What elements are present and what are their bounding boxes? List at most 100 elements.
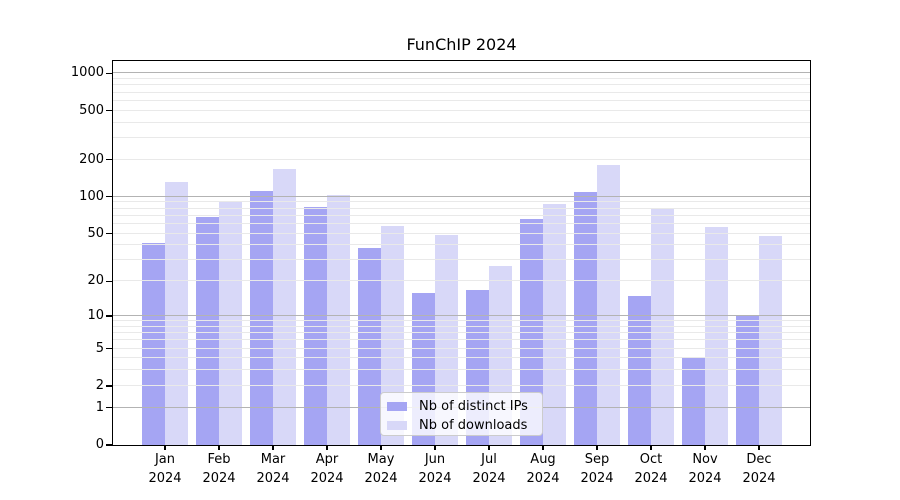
plot-area: [112, 60, 811, 446]
minor-gridline: [113, 332, 810, 334]
y-tick-mark: [106, 196, 113, 198]
x-tick-mark: [542, 445, 544, 450]
x-tick-label-nov: Nov 2024: [688, 452, 722, 486]
minor-gridline: [113, 259, 810, 261]
bar-distinct-ips-aug: [520, 218, 543, 445]
y-tick-label-500: 500: [79, 102, 104, 118]
legend-swatch-distinct-ips: [387, 402, 407, 411]
minor-gridline: [113, 384, 810, 386]
bar-downloads-jan: [165, 181, 188, 445]
minor-gridline: [113, 207, 810, 209]
y-tick-label-1000: 1000: [70, 65, 104, 81]
bar-distinct-ips-mar: [250, 191, 273, 445]
minor-gridline: [113, 222, 810, 224]
minor-gridline: [113, 325, 810, 327]
x-tick-label-jun: Jun 2024: [418, 452, 452, 486]
x-tick-mark: [758, 445, 760, 450]
legend: Nb of distinct IPs Nb of downloads: [380, 392, 543, 436]
minor-gridline: [113, 214, 810, 216]
minor-gridline: [113, 339, 810, 341]
y-tick-label-1: 1: [95, 399, 104, 415]
legend-label: Nb of distinct IPs: [419, 399, 528, 414]
minor-gridline: [113, 158, 810, 160]
legend-label: Nb of downloads: [419, 418, 528, 433]
x-tick-mark: [272, 445, 274, 450]
x-tick-mark: [326, 445, 328, 450]
y-tick-mark: [106, 407, 113, 409]
y-tick-mark: [106, 385, 113, 387]
y-tick-label-200: 200: [79, 151, 104, 167]
y-tick-label-20: 20: [87, 273, 104, 289]
x-tick-mark: [650, 445, 652, 450]
bar-downloads-oct: [651, 209, 674, 445]
minor-gridline: [113, 357, 810, 359]
x-tick-label-sep: Sep 2024: [580, 452, 614, 486]
y-tick-mark: [106, 109, 113, 112]
bar-distinct-ips-dec: [736, 316, 759, 445]
bar-downloads-sep: [597, 165, 620, 445]
minor-gridline: [113, 84, 810, 86]
x-tick-label-apr: Apr 2024: [310, 452, 344, 486]
minor-gridline: [113, 320, 810, 322]
bar-distinct-ips-oct: [628, 295, 651, 445]
y-tick-mark: [106, 232, 113, 235]
major-gridline: [113, 72, 810, 74]
chart-title: FunChIP 2024: [406, 35, 517, 54]
x-tick-mark: [704, 445, 706, 450]
y-tick-label-10: 10: [87, 308, 104, 323]
minor-gridline: [113, 137, 810, 138]
bar-distinct-ips-may: [358, 247, 381, 445]
x-tick-label-jan: Jan 2024: [148, 452, 182, 486]
major-gridline: [113, 195, 810, 197]
y-tick-mark: [106, 348, 113, 350]
x-tick-mark: [218, 445, 220, 450]
minor-gridline: [113, 201, 810, 203]
minor-gridline: [113, 91, 810, 93]
y-tick-mark: [106, 444, 113, 446]
minor-gridline: [113, 347, 810, 349]
x-tick-mark: [596, 445, 598, 450]
y-tick-mark: [106, 315, 113, 317]
legend-swatch-downloads: [387, 421, 407, 430]
x-tick-label-feb: Feb 2024: [202, 452, 236, 486]
x-tick-mark: [164, 445, 166, 450]
x-tick-label-dec: Dec 2024: [742, 452, 776, 486]
y-tick-mark: [106, 159, 113, 161]
y-tick-mark: [106, 280, 113, 282]
y-tick-label-5: 5: [95, 340, 104, 356]
legend-item-distinct-ips: Nb of distinct IPs: [387, 396, 536, 415]
x-tick-label-mar: Mar 2024: [256, 452, 290, 486]
bar-downloads-apr: [327, 195, 350, 445]
x-tick-mark: [488, 445, 490, 450]
x-tick-label-oct: Oct 2024: [634, 452, 668, 486]
x-tick-label-aug: Aug 2024: [526, 452, 560, 486]
minor-gridline: [113, 78, 810, 79]
bar-downloads-mar: [273, 169, 296, 445]
minor-gridline: [113, 280, 810, 282]
bar-distinct-ips-feb: [196, 217, 219, 445]
bar-distinct-ips-sep: [574, 191, 597, 445]
minor-gridline: [113, 369, 810, 371]
y-tick-label-2: 2: [95, 377, 104, 393]
legend-rows: Nb of distinct IPs Nb of downloads: [387, 396, 536, 434]
bar-downloads-feb: [219, 202, 242, 445]
x-tick-mark: [380, 445, 382, 450]
x-tick-label-may: May 2024: [364, 452, 398, 486]
y-tick-label-50: 50: [87, 225, 104, 241]
major-gridline: [113, 315, 810, 316]
minor-gridline: [113, 99, 810, 101]
bar-downloads-aug: [543, 204, 566, 445]
y-tick-mark: [106, 72, 113, 74]
y-tick-label-100: 100: [79, 188, 104, 204]
minor-gridline: [113, 109, 810, 111]
minor-gridline: [113, 121, 810, 123]
y-tick-label-0: 0: [95, 437, 104, 452]
bar-distinct-ips-nov: [682, 358, 705, 445]
minor-gridline: [113, 244, 810, 246]
bar-distinct-ips-jan: [142, 242, 165, 445]
minor-gridline: [113, 232, 810, 234]
legend-item-downloads: Nb of downloads: [387, 415, 536, 434]
x-tick-mark: [434, 445, 436, 450]
x-tick-label-jul: Jul 2024: [472, 452, 506, 486]
